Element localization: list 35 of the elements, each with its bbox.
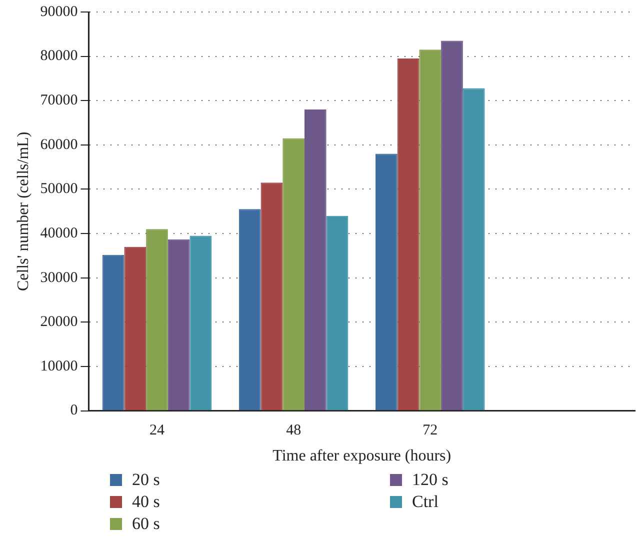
legend-label: 60 s <box>132 514 160 534</box>
legend-label: Ctrl <box>412 492 438 512</box>
y-axis-title: Cells' number (cells/mL) <box>14 132 32 292</box>
x-tick-label: 72 <box>422 422 438 439</box>
y-tick-label: 70000 <box>40 92 78 109</box>
legend-label: 40 s <box>132 492 160 512</box>
y-tick-label: 40000 <box>40 225 78 242</box>
legend-label: 120 s <box>412 470 448 490</box>
y-tick-label: 50000 <box>40 181 78 198</box>
bar <box>304 109 326 410</box>
bar <box>260 182 283 410</box>
bar <box>124 246 146 410</box>
bar <box>397 58 420 410</box>
bar <box>238 209 261 410</box>
x-axis-title: Time after exposure (hours) <box>272 448 452 465</box>
y-tick-label: 10000 <box>40 358 78 374</box>
legend-label: 20 s <box>132 470 160 490</box>
x-tick-label: 24 <box>149 422 165 439</box>
bar <box>376 154 398 410</box>
bar <box>419 50 442 410</box>
x-tick-label: 48 <box>286 422 302 439</box>
bar <box>326 216 348 410</box>
bar <box>146 229 168 410</box>
y-tick-label: 20000 <box>40 314 78 330</box>
y-tick-label: 80000 <box>40 48 78 64</box>
bar <box>102 254 124 410</box>
y-tick-label: 0 <box>70 402 78 419</box>
bar <box>462 88 485 410</box>
y-tick-label: 30000 <box>40 270 78 286</box>
bar <box>282 138 304 410</box>
y-tick-label: 90000 <box>40 4 78 20</box>
bar <box>168 239 190 410</box>
bar <box>190 236 212 410</box>
y-tick-label: 60000 <box>40 136 78 153</box>
bar <box>441 40 463 410</box>
